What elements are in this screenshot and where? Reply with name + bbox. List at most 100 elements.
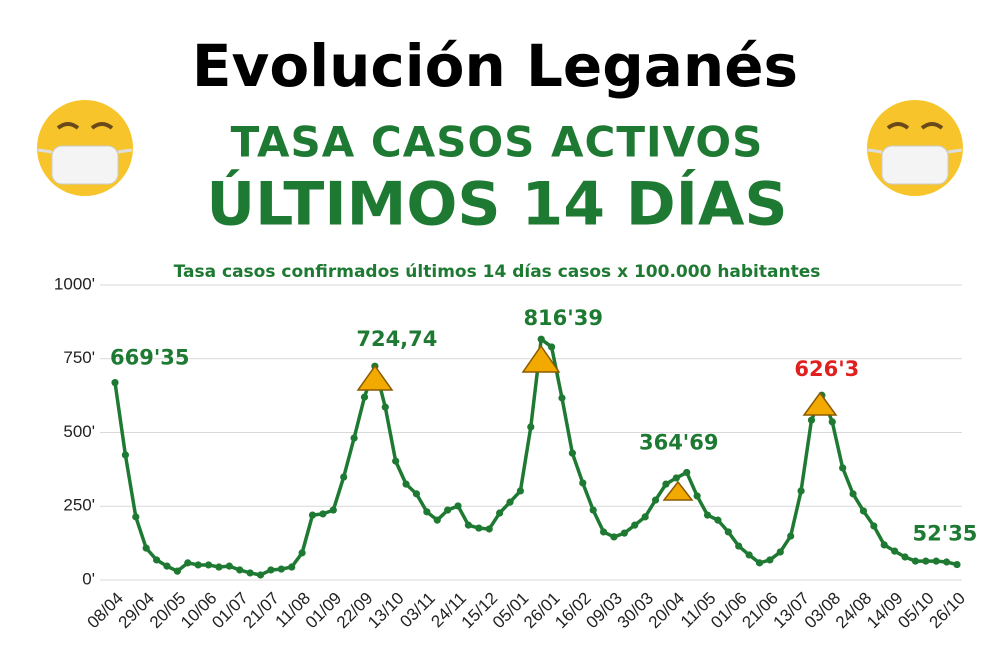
- point: [745, 551, 753, 559]
- point: [194, 561, 202, 569]
- point: [568, 449, 576, 457]
- y-tick-label: 500': [63, 422, 95, 441]
- point: [246, 569, 254, 577]
- point: [610, 533, 618, 541]
- point: [911, 557, 920, 565]
- point: [693, 492, 701, 500]
- point: [651, 496, 660, 504]
- point: [755, 559, 764, 567]
- point: [807, 416, 816, 424]
- point: [943, 558, 951, 566]
- point: [329, 506, 337, 514]
- point: [870, 522, 878, 530]
- point: [683, 468, 691, 477]
- point: [360, 393, 369, 401]
- point: [392, 457, 400, 465]
- point: [891, 547, 899, 555]
- point: [308, 511, 317, 519]
- y-tick-label: 250': [63, 496, 95, 515]
- point: [880, 541, 888, 549]
- point: [433, 516, 441, 524]
- x-tick-label: 26/10: [925, 589, 969, 633]
- point: [724, 528, 732, 536]
- point: [204, 561, 213, 569]
- point: [350, 434, 358, 442]
- point: [537, 335, 545, 343]
- point: [215, 563, 223, 571]
- point: [516, 487, 525, 495]
- y-tick-label: 750': [63, 348, 95, 367]
- value-label: 669'35: [110, 346, 190, 370]
- point: [381, 403, 389, 411]
- point: [298, 549, 306, 557]
- point: [672, 474, 680, 482]
- y-tick-label: 1000': [54, 274, 95, 293]
- chart-subtitle: Tasa casos confirmados últimos 14 días c…: [174, 262, 821, 282]
- point: [454, 502, 462, 510]
- point: [631, 521, 639, 529]
- value-label: 724,74: [356, 327, 437, 351]
- point: [319, 510, 327, 518]
- point: [121, 451, 129, 459]
- point: [412, 490, 421, 498]
- point: [579, 479, 587, 487]
- point: [464, 521, 473, 529]
- point: [142, 544, 150, 552]
- point: [506, 498, 514, 506]
- emoji: [37, 100, 133, 196]
- y-tick-label: 0': [82, 569, 95, 588]
- value-label: 626'3: [794, 357, 859, 381]
- point: [184, 559, 192, 567]
- value-label: 816'39: [523, 306, 603, 330]
- point: [547, 343, 556, 351]
- point: [839, 464, 847, 472]
- value-label: 52'35: [913, 522, 978, 546]
- point: [475, 524, 483, 532]
- point: [714, 516, 722, 524]
- subtitle: TASA CASOS ACTIVOS: [231, 118, 764, 167]
- emoji: [867, 100, 963, 196]
- point: [173, 567, 181, 575]
- point: [849, 490, 857, 498]
- point: [620, 529, 628, 537]
- x-tick-label: 20/04: [645, 589, 689, 633]
- x-tick-label: 13/10: [364, 589, 408, 633]
- point: [662, 480, 670, 488]
- point: [267, 566, 275, 574]
- point: [527, 423, 535, 431]
- point: [641, 513, 649, 521]
- point: [787, 532, 795, 540]
- point: [735, 542, 743, 550]
- value-label: 364'69: [639, 430, 719, 454]
- point: [496, 509, 504, 517]
- point: [797, 487, 805, 495]
- point: [703, 511, 712, 519]
- point: [776, 548, 784, 556]
- point: [558, 394, 566, 402]
- point: [288, 563, 296, 571]
- point: [236, 566, 244, 574]
- point: [340, 473, 348, 481]
- x-tick-label: 21/07: [239, 589, 283, 633]
- point: [111, 378, 119, 387]
- point: [132, 513, 140, 521]
- point: [859, 507, 868, 515]
- point: [828, 418, 836, 426]
- point: [444, 506, 452, 514]
- point: [402, 480, 410, 488]
- point: [152, 556, 161, 564]
- point: [256, 571, 265, 579]
- point: [599, 528, 608, 536]
- point: [901, 553, 909, 561]
- point: [922, 557, 930, 565]
- x-tick-label: 03/11: [396, 589, 439, 632]
- subtitle: ÚLTIMOS 14 DÍAS: [206, 168, 787, 240]
- point: [277, 565, 285, 573]
- point: [953, 560, 961, 569]
- point: [225, 562, 233, 570]
- warning-icons: [356, 344, 838, 501]
- chart-title: Evolución Leganés: [192, 32, 798, 100]
- point: [589, 506, 597, 514]
- point: [932, 557, 940, 565]
